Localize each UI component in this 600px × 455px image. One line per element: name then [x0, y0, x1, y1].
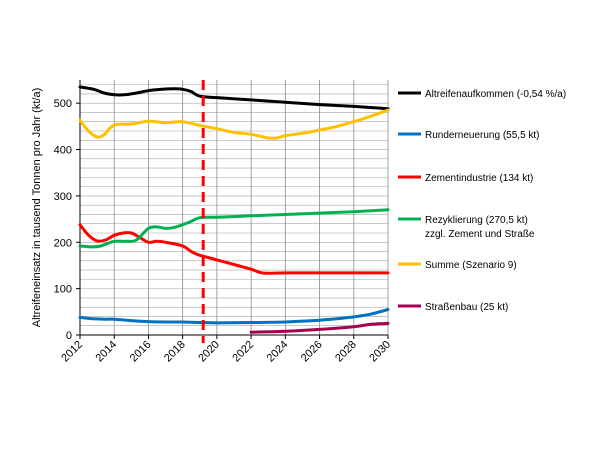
- series-line-4: [78, 108, 390, 140]
- y-tick-label: 400: [54, 145, 72, 157]
- series-line-0: [78, 85, 390, 111]
- x-tick-label: 2012: [59, 339, 85, 365]
- x-tick-label: 2024: [265, 339, 291, 365]
- legend-label-4: Summe (Szenario 9): [425, 260, 517, 271]
- y-tick-label: 100: [54, 284, 72, 296]
- series-line-1: [78, 308, 390, 325]
- y-tick-label: 200: [54, 237, 72, 249]
- legend-label-3: Rezyklierung (270,5 kt): [425, 215, 528, 226]
- x-tick-label: 2014: [94, 339, 120, 365]
- series-line-3: [78, 208, 390, 249]
- series-line-5: [249, 321, 390, 334]
- y-tick-label: 500: [54, 98, 72, 110]
- x-tick-label: 2028: [333, 339, 359, 365]
- legend-label-3-line2: zzgl. Zement und Straße: [425, 229, 535, 240]
- legend-label-2: Zementindustrie (134 kt): [425, 173, 533, 184]
- legend: Altreifenaufkommen (-0,54 %/a) Runderneue…: [398, 89, 566, 313]
- x-tick-label: 2026: [299, 339, 325, 365]
- x-tick-label: 2030: [367, 339, 393, 365]
- y-tick-label: 300: [54, 191, 72, 203]
- legend-label-1: Runderneuerung (55,5 kt): [425, 130, 540, 141]
- legend-label-0: Altreifenaufkommen (-0,54 %/a): [425, 89, 566, 100]
- series-line-2: [78, 223, 390, 275]
- x-tick-label: 2016: [128, 339, 154, 365]
- series-lines: [78, 80, 390, 343]
- x-tick-label: 2018: [162, 339, 188, 365]
- y-tick-label: 0: [66, 330, 72, 342]
- x-tick-label: 2020: [196, 339, 222, 365]
- grid: [80, 80, 389, 335]
- legend-label-5: Straßenbau (25 kt): [425, 302, 508, 313]
- y-axis-label: Altreifeneinsatz in tausend Tonnen pro J…: [31, 88, 43, 328]
- x-tick-label: 2022: [230, 339, 256, 365]
